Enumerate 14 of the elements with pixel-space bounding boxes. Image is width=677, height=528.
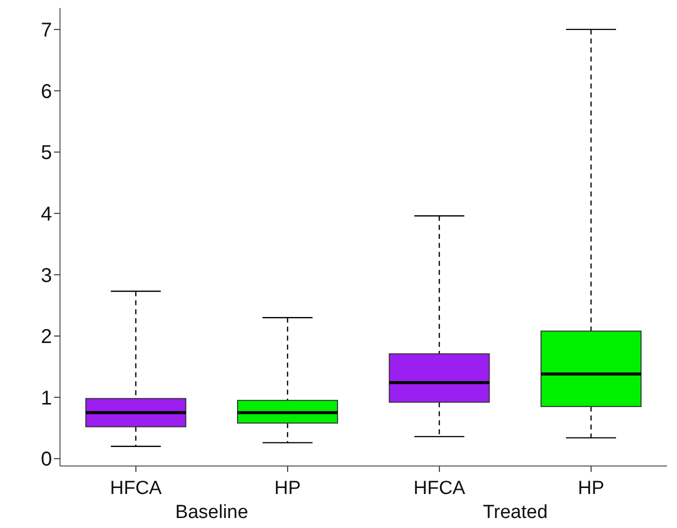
- y-tick-label: 4: [40, 203, 52, 226]
- y-tick-label: 5: [40, 142, 52, 164]
- y-tick-label: 2: [40, 326, 52, 348]
- y-tick-label: 0: [40, 448, 52, 471]
- y-tick-label: 1: [40, 387, 52, 410]
- x-tick-label: HP: [578, 478, 604, 499]
- x-tick-label: HFCA: [110, 478, 162, 499]
- x-tick-label: HP: [274, 478, 301, 499]
- text: Baseline: [175, 502, 248, 523]
- x-tick-label: HFCA: [414, 478, 466, 499]
- text: Treated: [482, 502, 548, 523]
- y-tick-label: 6: [40, 80, 52, 103]
- y-tick-label: 3: [40, 264, 52, 287]
- y-tick-label: 7: [40, 20, 52, 42]
